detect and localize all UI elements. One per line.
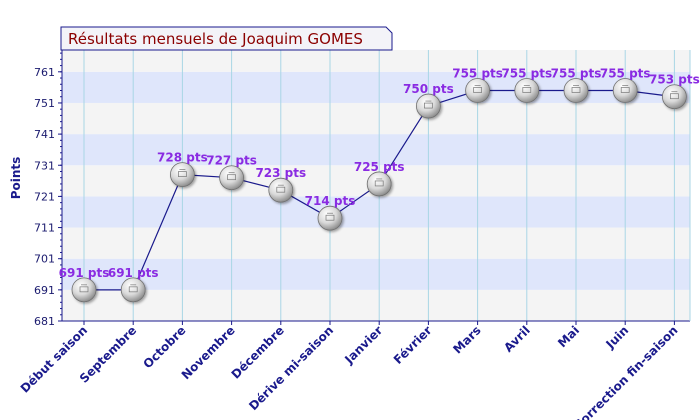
y-axis-title: Points: [9, 157, 23, 200]
point-marker: [366, 171, 392, 197]
grid-band: [62, 227, 690, 259]
data-point: [120, 277, 146, 303]
data-point: [465, 78, 491, 103]
y-tick-label: 681: [34, 315, 55, 328]
data-point: [268, 177, 294, 203]
point-marker: [563, 78, 589, 103]
data-label: 755 pts: [452, 66, 503, 80]
point-marker: [268, 177, 294, 203]
point-marker: [465, 78, 491, 103]
point-marker: [219, 165, 245, 191]
data-label: 750 pts: [403, 82, 454, 96]
data-label: 753 pts: [649, 73, 700, 87]
x-tick-label: Février: [391, 323, 435, 367]
grid-band: [62, 134, 690, 166]
ball-print-mark: [227, 174, 236, 181]
ball-print-mark: [522, 87, 532, 93]
ball-print-mark: [276, 186, 286, 193]
x-tick-label: Début saison: [18, 323, 90, 395]
data-point: [366, 171, 392, 197]
data-point: [415, 93, 441, 119]
point-marker: [169, 162, 195, 187]
y-tick-label: 721: [34, 190, 55, 203]
y-tick-label: 751: [34, 97, 55, 110]
y-tick-label: 741: [34, 128, 55, 141]
data-label: 723 pts: [255, 166, 306, 180]
grid-band: [62, 289, 690, 321]
ball-print-mark: [178, 171, 187, 177]
chart-title: Résultats mensuels de Joaquim GOMES: [68, 30, 363, 48]
data-point: [71, 277, 97, 303]
y-tick-label: 731: [34, 159, 55, 172]
grid-band: [62, 258, 690, 290]
ball-print-mark: [620, 87, 630, 93]
point-marker: [514, 78, 540, 103]
y-tick-label: 761: [34, 66, 55, 79]
data-label: 728 pts: [157, 151, 208, 165]
ball-print-mark: [473, 87, 482, 93]
point-marker: [120, 277, 146, 303]
data-label: 691 pts: [59, 266, 110, 280]
ball-print-mark: [424, 102, 433, 109]
data-point: [662, 84, 687, 110]
data-point: [612, 78, 638, 103]
data-label: 691 pts: [108, 266, 159, 280]
axes: [58, 38, 691, 325]
grid-band: [62, 50, 690, 72]
point-marker: [662, 84, 687, 110]
x-tick-label: Juin: [603, 323, 632, 352]
ball-print-mark: [374, 180, 384, 187]
x-tick-label: Octobre: [140, 323, 188, 371]
data-point: [317, 205, 343, 231]
ball-print-mark: [79, 286, 89, 293]
grid-band: [62, 196, 690, 228]
data-label: 755 pts: [501, 66, 552, 80]
ball-print-mark: [670, 93, 679, 100]
data-point: [169, 162, 195, 187]
data-label: 725 pts: [354, 160, 405, 174]
grid-band: [62, 102, 690, 135]
data-label: 755 pts: [600, 66, 651, 80]
ball-print-mark: [128, 286, 138, 293]
y-tick-labels: 681 691 701 711 721 731 741 751 761: [34, 66, 55, 328]
data-point: [219, 165, 245, 191]
y-tick-label: 701: [34, 253, 55, 266]
ball-print-mark: [571, 87, 581, 93]
x-tick-label: Mai: [555, 323, 582, 350]
point-marker: [317, 205, 343, 231]
data-label: 714 pts: [305, 194, 356, 208]
x-tick-label: Dérive mi-saison: [246, 323, 336, 413]
point-marker: [71, 277, 97, 303]
x-tick-label: Janvier: [341, 323, 385, 367]
data-label: 727 pts: [206, 154, 257, 168]
data-point: [563, 78, 589, 103]
y-tick-label: 711: [34, 222, 55, 235]
y-tick-label: 691: [34, 284, 55, 297]
ball-print-mark: [325, 214, 335, 221]
point-marker: [415, 93, 441, 119]
data-label: 755 pts: [551, 66, 602, 80]
point-marker: [612, 78, 638, 103]
chart-title-box: Résultats mensuels de Joaquim GOMES: [60, 26, 393, 51]
data-point: [514, 78, 540, 103]
data-points: [71, 78, 687, 303]
x-tick-label: Mars: [450, 323, 483, 356]
x-tick-label: Avril: [501, 323, 533, 355]
